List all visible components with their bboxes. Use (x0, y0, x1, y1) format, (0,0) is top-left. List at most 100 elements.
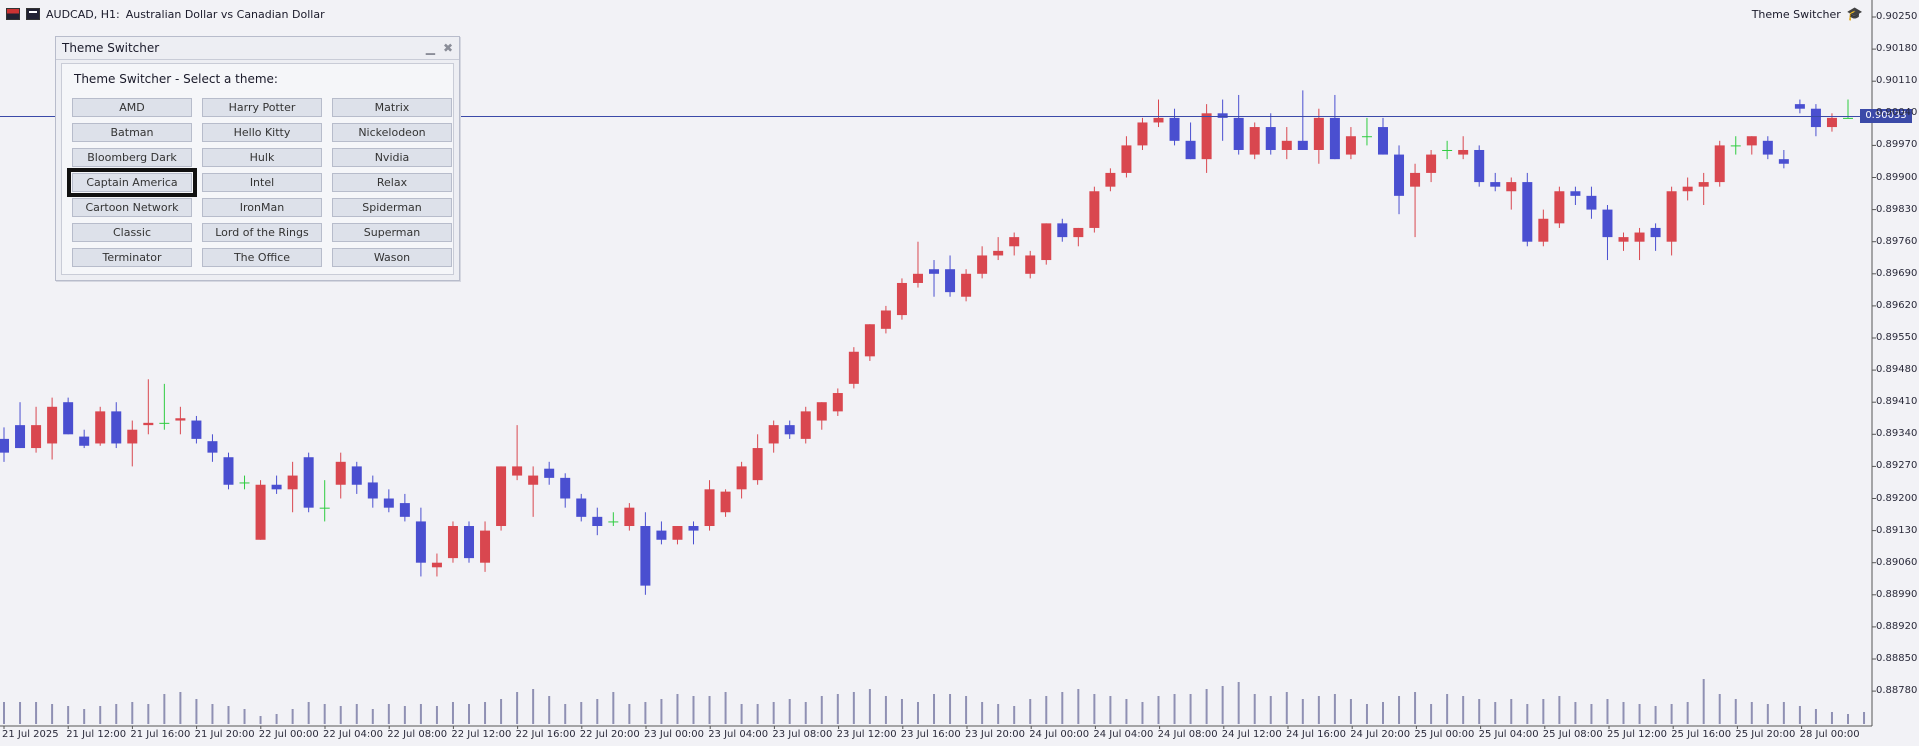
theme-button-harry-potter[interactable]: Harry Potter (202, 98, 322, 117)
candle-body (191, 420, 202, 439)
theme-button-hulk[interactable]: Hulk (202, 148, 322, 167)
theme-button-spiderman[interactable]: Spiderman (332, 198, 452, 217)
candle-body (768, 425, 779, 444)
candle-body (1297, 140, 1308, 150)
candle-body (672, 526, 683, 540)
candle-body (1089, 191, 1100, 228)
candle-body (319, 507, 330, 509)
y-tick-label: 0.90250 (1876, 11, 1918, 22)
theme-button-nvidia[interactable]: Nvidia (332, 148, 452, 167)
theme-button-superman[interactable]: Superman (332, 223, 452, 242)
panel-titlebar[interactable]: Theme Switcher ▁ ✖ (56, 37, 459, 60)
y-tick-label: 0.90040 (1876, 107, 1918, 119)
theme-button-cartoon-network[interactable]: Cartoon Network (72, 198, 192, 217)
candle-body (512, 466, 523, 476)
candle-body (896, 282, 907, 316)
candle-body (864, 324, 875, 357)
candle-body (1121, 145, 1132, 173)
candle-body (961, 273, 972, 297)
panel-body: Theme Switcher - Select a theme: AMD Harr… (61, 63, 454, 275)
candle-body (800, 411, 811, 439)
theme-button-classic[interactable]: Classic (72, 223, 192, 242)
candle-body (736, 466, 747, 490)
theme-button-intel[interactable]: Intel (202, 173, 322, 192)
candle-body (1506, 182, 1517, 192)
candle-body (1313, 117, 1324, 150)
candle-body (912, 273, 923, 283)
candle-body (592, 516, 603, 527)
x-tick-label: 22 Jul 16:00 (515, 729, 576, 740)
y-tick-label: 0.89200 (1876, 492, 1918, 504)
theme-button-wason[interactable]: Wason (332, 248, 452, 267)
theme-button-hello-kitty[interactable]: Hello Kitty (202, 123, 322, 142)
theme-button-lord-of-the-rings[interactable]: Lord of the Rings (202, 223, 322, 242)
candle-body (335, 461, 346, 485)
x-tick-label: 21 Jul 2025 (2, 729, 59, 740)
close-icon[interactable]: ✖ (442, 41, 453, 55)
theme-button-bloomberg-dark[interactable]: Bloomberg Dark (72, 148, 192, 167)
theme-button-matrix[interactable]: Matrix (332, 98, 452, 117)
y-tick-label: 0.89270 (1876, 460, 1918, 472)
candle-body (1698, 182, 1709, 187)
y-tick-label: 0.89550 (1876, 332, 1918, 343)
x-tick-label: 25 Jul 12:00 (1607, 729, 1667, 740)
candle-body (399, 503, 410, 517)
y-tick-label: 0.89130 (1876, 524, 1918, 536)
candle-body (688, 526, 699, 531)
candle-body (271, 484, 282, 490)
chart-type-icon[interactable] (26, 8, 40, 20)
candle-body (351, 466, 362, 485)
x-tick-label: 25 Jul 20:00 (1735, 729, 1796, 740)
y-tick-label: 0.88920 (1876, 620, 1918, 632)
candles (0, 90, 1853, 595)
theme-button-ironman[interactable]: IronMan (202, 198, 322, 217)
theme-button-the-office[interactable]: The Office (202, 248, 322, 267)
candle-body (945, 269, 956, 293)
candle-body (848, 351, 859, 384)
theme-button-relax[interactable]: Relax (332, 173, 452, 192)
candle-body (255, 484, 266, 540)
candle-body (1570, 191, 1581, 196)
theme-button-terminator[interactable]: Terminator (72, 248, 192, 267)
theme-button-amd[interactable]: AMD (72, 98, 192, 117)
candle-body (640, 526, 651, 586)
candle-body (608, 521, 619, 523)
x-tick-label: 23 Jul 16:00 (900, 729, 961, 740)
candle-body (1009, 237, 1020, 247)
x-tick-label: 25 Jul 08:00 (1542, 729, 1603, 740)
x-tick-label: 23 Jul 08:00 (772, 729, 833, 740)
candle-body (447, 526, 458, 559)
theme-switcher-panel: Theme Switcher ▁ ✖ Theme Switcher - Sele… (55, 36, 460, 281)
candle-body (544, 468, 555, 478)
candle-body (1265, 127, 1276, 150)
y-tick-label: 0.88990 (1876, 588, 1918, 600)
theme-button-nickelodeon[interactable]: Nickelodeon (332, 123, 452, 142)
candle-body (1618, 237, 1629, 242)
candle-body (0, 438, 9, 453)
theme-switcher-indicator[interactable]: Theme Switcher 🎓 (1752, 7, 1863, 22)
candle-body (464, 526, 475, 559)
chart-header: AUDCAD, H1: Australian Dollar vs Canadia… (6, 5, 325, 23)
minimize-icon[interactable]: ▁ (425, 41, 435, 55)
candle-body (1762, 140, 1773, 155)
x-tick-label: 22 Jul 04:00 (323, 729, 383, 740)
x-tick-label: 24 Jul 16:00 (1286, 729, 1346, 740)
y-tick-label: 0.89410 (1876, 396, 1918, 408)
candle-body (1281, 140, 1292, 150)
x-tick-label: 24 Jul 12:00 (1221, 729, 1282, 740)
candle-body (977, 255, 988, 274)
candle-body (1201, 113, 1212, 160)
candle-body (1041, 223, 1052, 261)
theme-button-batman[interactable]: Batman (72, 123, 192, 142)
candle-body (111, 411, 122, 444)
candle-body (1826, 117, 1837, 128)
y-tick-label: 0.89690 (1876, 267, 1918, 279)
panel-title: Theme Switcher (62, 41, 160, 55)
candle-body (143, 422, 154, 426)
x-tick-label: 25 Jul 04:00 (1478, 729, 1539, 740)
candle-body (1778, 159, 1789, 164)
theme-button-captain-america[interactable]: Captain America (67, 168, 197, 197)
candle-body (1137, 122, 1148, 146)
